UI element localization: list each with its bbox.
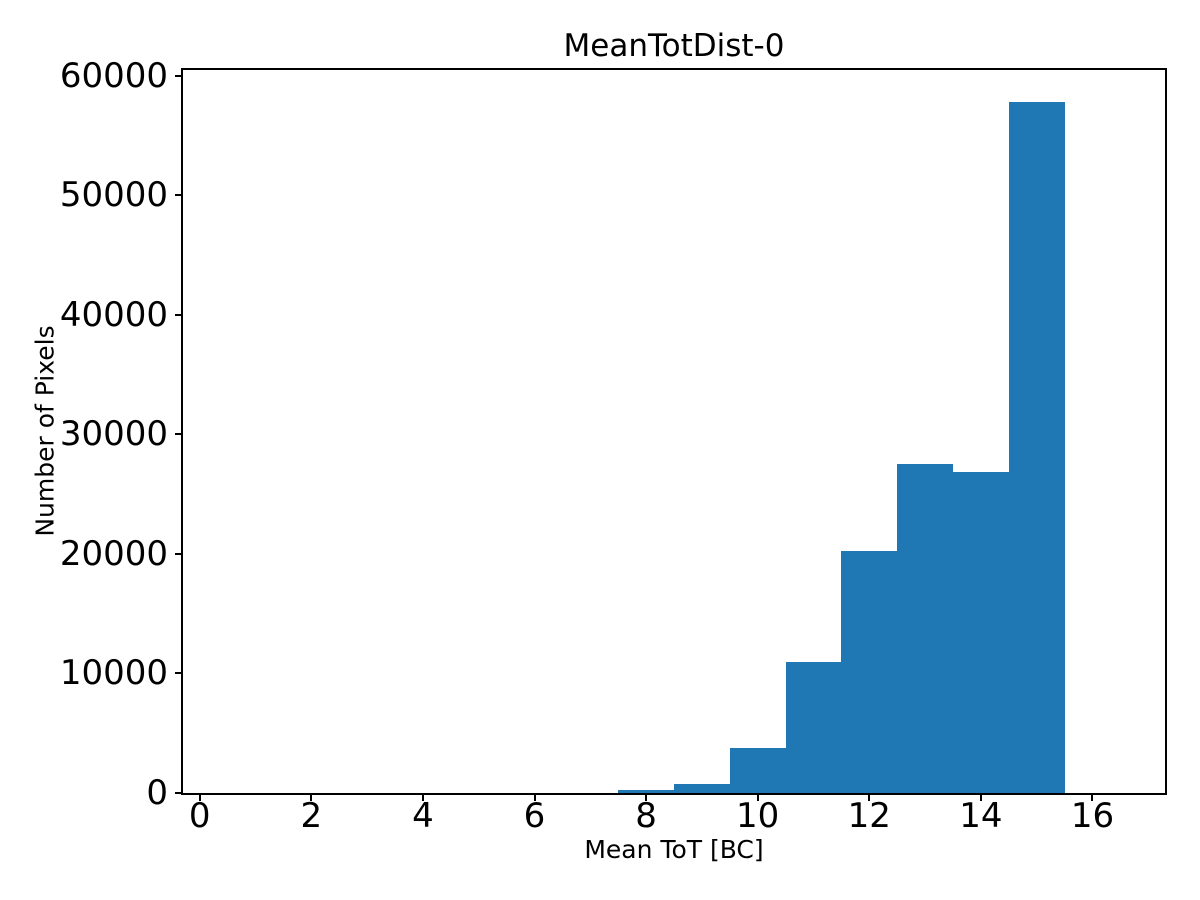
y-tick-label: 40000	[59, 294, 168, 335]
y-axis-label: Number of Pixels	[30, 325, 60, 537]
y-tick-label: 50000	[59, 175, 168, 216]
y-tick-label: 20000	[59, 533, 168, 574]
y-tick-mark	[175, 194, 181, 197]
x-tick-mark	[979, 795, 982, 801]
x-tick-mark	[868, 795, 871, 801]
x-tick-label: 12	[847, 796, 891, 836]
histogram-bar	[897, 464, 953, 793]
x-tick-label: 4	[412, 796, 434, 836]
x-tick-label: 6	[523, 796, 546, 836]
y-tick-label: 10000	[59, 653, 168, 694]
x-tick-mark	[645, 795, 648, 801]
x-tick-mark	[421, 795, 424, 801]
x-tick-mark	[310, 795, 313, 801]
y-tick-mark	[175, 433, 181, 436]
y-tick-mark	[175, 74, 181, 77]
x-tick-label: 0	[188, 796, 211, 836]
plot-area	[181, 68, 1167, 795]
histogram-bar	[618, 790, 674, 793]
histogram-bar	[841, 551, 898, 793]
x-tick-mark	[533, 795, 536, 801]
x-tick-mark	[198, 795, 201, 801]
y-tick-mark	[175, 313, 181, 316]
x-tick-label: 8	[635, 796, 657, 836]
y-tick-label: 0	[146, 773, 168, 813]
x-tick-mark	[1091, 795, 1094, 801]
x-tick-label: 14	[959, 796, 1003, 836]
y-tick-mark	[175, 792, 181, 794]
histogram-bar	[1008, 102, 1065, 793]
histogram-bar	[674, 784, 730, 793]
histogram-bar	[952, 471, 1009, 793]
chart-title: MeanTotDist-0	[563, 28, 785, 64]
x-tick-label: 10	[736, 796, 780, 836]
y-tick-label: 30000	[59, 414, 168, 455]
y-tick-mark	[175, 552, 181, 555]
y-tick-label: 60000	[59, 55, 168, 96]
x-tick-mark	[756, 795, 759, 801]
x-axis-label: Mean ToT [BC]	[584, 835, 764, 864]
y-tick-mark	[175, 672, 181, 675]
x-tick-label: 16	[1070, 796, 1115, 836]
histogram-bar	[785, 661, 842, 793]
x-tick-label: 2	[300, 796, 323, 836]
histogram-bar	[729, 747, 786, 793]
